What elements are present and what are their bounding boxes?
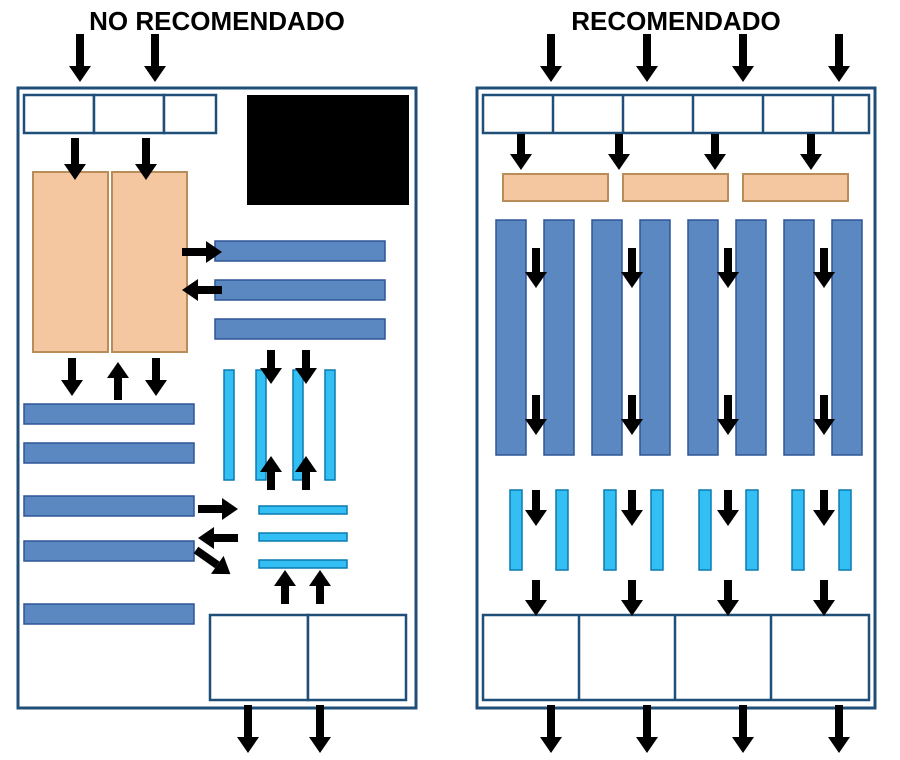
left-hbar: [24, 404, 194, 424]
right-peach: [623, 174, 728, 201]
right-peach: [503, 174, 608, 201]
right-cyan-bar: [839, 490, 851, 570]
diagram-canvas: NO RECOMENDADO RECOMENDADO: [0, 0, 900, 760]
right-cyan-bar: [604, 490, 616, 570]
left-black-box: [247, 95, 409, 205]
right-big-bar: [832, 220, 862, 455]
right-cyan-bar: [699, 490, 711, 570]
right-cyan-bar: [556, 490, 568, 570]
right-big-bar: [544, 220, 574, 455]
right-cyan-bar: [792, 490, 804, 570]
left-hbar: [24, 443, 194, 463]
right-peach: [743, 174, 848, 201]
left-top-cell: [24, 95, 94, 133]
left-top-cell: [94, 95, 164, 133]
left-top-cell: [164, 95, 216, 133]
right-big-bar: [688, 220, 718, 455]
right-big-bar: [496, 220, 526, 455]
left-cyan-v: [325, 370, 335, 480]
left-mid-bar: [215, 280, 385, 300]
left-cyan-h: [259, 560, 347, 568]
left-peach-box: [112, 172, 187, 352]
right-big-bar: [736, 220, 766, 455]
left-hbar: [24, 496, 194, 516]
title-right: RECOMENDADO: [571, 6, 780, 36]
right-cyan-bar: [746, 490, 758, 570]
left-cyan-h: [259, 506, 347, 514]
left-cyan-v: [224, 370, 234, 480]
right-big-bar: [784, 220, 814, 455]
right-cyan-bar: [651, 490, 663, 570]
left-bottom-cell: [210, 615, 308, 700]
left-mid-bar: [215, 241, 385, 261]
title-left: NO RECOMENDADO: [89, 6, 345, 36]
left-bottom-cell: [308, 615, 406, 700]
right-top-strip: [483, 95, 869, 133]
right-big-bar: [640, 220, 670, 455]
right-big-bar: [592, 220, 622, 455]
left-hbar: [24, 604, 194, 624]
left-peach-box: [33, 172, 108, 352]
left-cyan-v: [256, 370, 266, 480]
right-cyan-bar: [510, 490, 522, 570]
left-cyan-h: [259, 533, 347, 541]
left-mid-bar: [215, 319, 385, 339]
left-hbar: [24, 541, 194, 561]
